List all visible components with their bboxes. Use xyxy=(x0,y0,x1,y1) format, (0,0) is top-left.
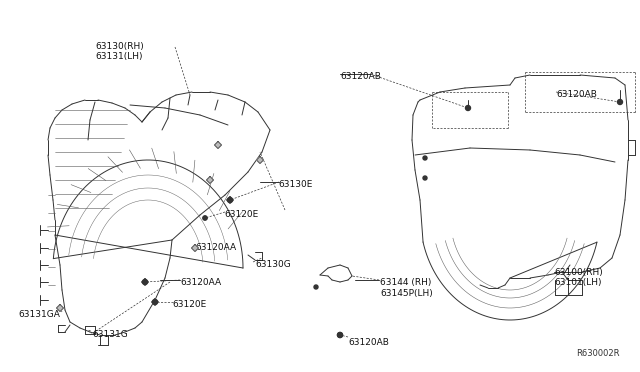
Text: 63130(RH): 63130(RH) xyxy=(95,42,144,51)
Text: 63130G: 63130G xyxy=(255,260,291,269)
Polygon shape xyxy=(227,196,234,203)
Text: 63145P(LH): 63145P(LH) xyxy=(380,289,433,298)
Polygon shape xyxy=(207,176,214,183)
Text: 63120E: 63120E xyxy=(172,300,206,309)
Text: 63120AB: 63120AB xyxy=(556,90,597,99)
Circle shape xyxy=(143,279,147,285)
Circle shape xyxy=(337,333,342,337)
Polygon shape xyxy=(214,141,221,148)
Text: 63120AB: 63120AB xyxy=(348,338,389,347)
Text: 63120AA: 63120AA xyxy=(195,243,236,252)
Text: 63131G: 63131G xyxy=(92,330,128,339)
Polygon shape xyxy=(257,157,264,164)
Circle shape xyxy=(152,299,157,305)
Text: 63101(LH): 63101(LH) xyxy=(554,278,602,287)
Text: 63144 (RH): 63144 (RH) xyxy=(380,278,431,287)
Circle shape xyxy=(465,106,470,110)
Polygon shape xyxy=(191,244,198,251)
Circle shape xyxy=(227,198,232,202)
Text: 63131GA: 63131GA xyxy=(18,310,60,319)
Circle shape xyxy=(423,176,427,180)
Polygon shape xyxy=(56,305,63,311)
Circle shape xyxy=(618,99,623,105)
Circle shape xyxy=(203,216,207,220)
Polygon shape xyxy=(141,279,148,285)
Circle shape xyxy=(337,333,342,337)
Polygon shape xyxy=(152,298,159,305)
Text: R630002R: R630002R xyxy=(577,349,620,358)
Text: 63120AB: 63120AB xyxy=(340,72,381,81)
Text: 63120E: 63120E xyxy=(224,210,259,219)
Text: 63130E: 63130E xyxy=(278,180,312,189)
Circle shape xyxy=(314,285,318,289)
Text: 63100(RH): 63100(RH) xyxy=(554,268,603,277)
Text: 63120AA: 63120AA xyxy=(180,278,221,287)
Circle shape xyxy=(423,156,427,160)
Text: 63131(LH): 63131(LH) xyxy=(95,52,143,61)
Circle shape xyxy=(203,216,207,220)
